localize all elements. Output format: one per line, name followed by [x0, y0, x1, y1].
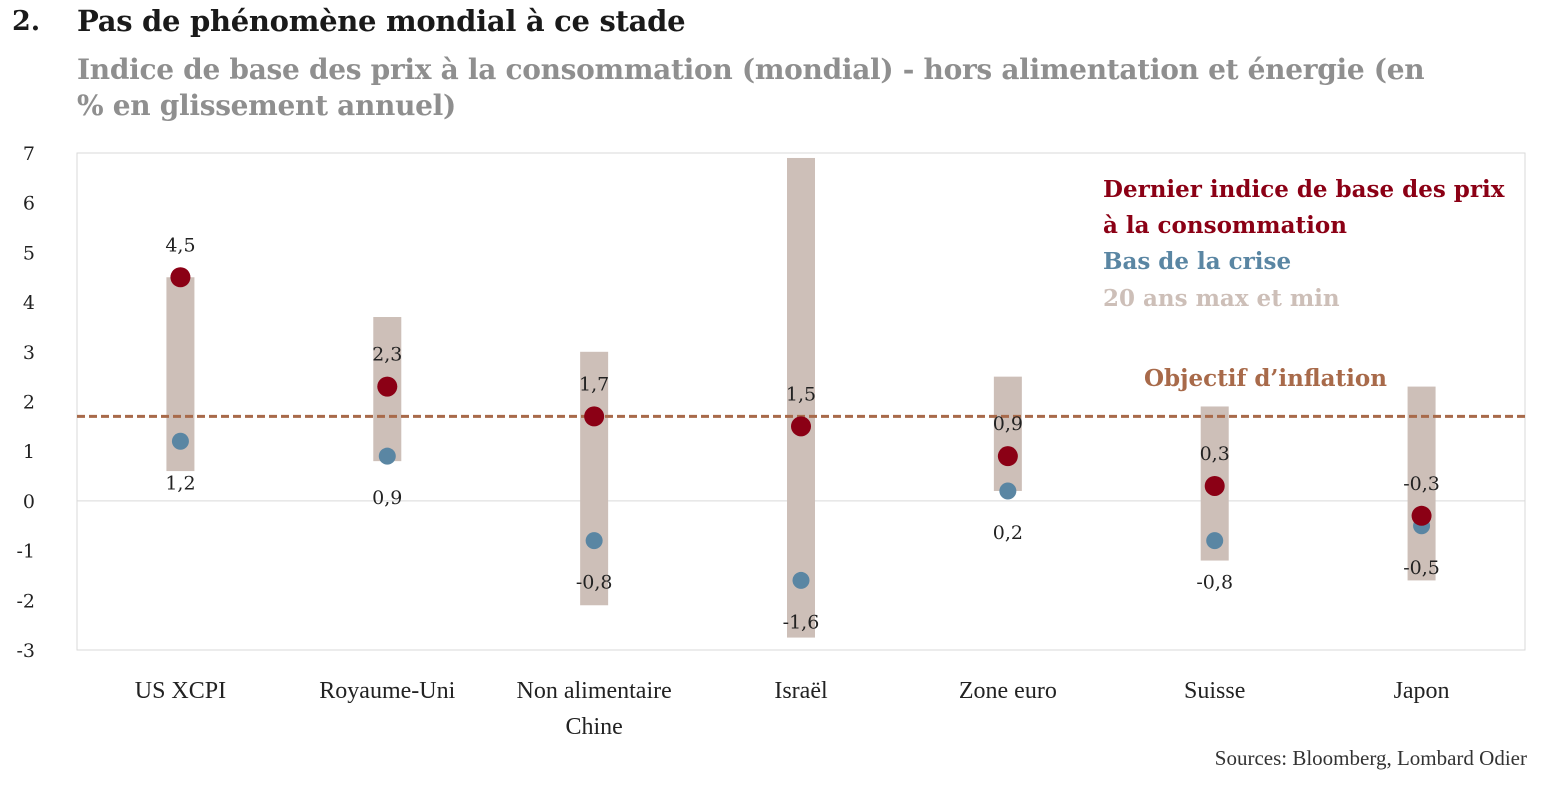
range-bar — [787, 157, 815, 638]
trough-data-label: 0,9 — [372, 487, 402, 509]
range-bar — [1407, 386, 1436, 581]
category-label: Chine — [565, 714, 622, 740]
trough-point — [585, 532, 603, 550]
trough-data-label: -0,8 — [1196, 572, 1233, 594]
current-point — [1411, 505, 1432, 526]
trough-point — [792, 571, 810, 589]
trough-data-label: -0,5 — [1403, 557, 1440, 579]
trough-data-label: 1,2 — [165, 472, 195, 494]
legend-current: à la consommation — [1103, 212, 1347, 239]
legend-current: Dernier indice de base des prix — [1103, 176, 1505, 203]
inflation-target-label: Objectif d’inflation — [1144, 365, 1387, 392]
category-label: Zone euro — [959, 678, 1057, 704]
category-label: Non alimentaire — [517, 678, 672, 704]
current-data-label: 0,9 — [993, 413, 1023, 435]
y-tick-label: -2 — [16, 590, 35, 612]
y-tick-label: 0 — [23, 491, 35, 513]
y-tick-label: -1 — [16, 541, 35, 563]
category-label: Suisse — [1184, 678, 1245, 704]
y-tick-label: 4 — [23, 292, 35, 314]
y-tick-label: 6 — [23, 193, 35, 215]
trough-data-label: -0,8 — [576, 572, 613, 594]
trough-data-label: -1,6 — [783, 611, 820, 633]
category-label: Israël — [774, 678, 828, 704]
current-point — [791, 416, 811, 437]
category-label: Royaume-Uni — [319, 678, 455, 704]
current-point — [997, 446, 1018, 467]
y-tick-label: 5 — [23, 242, 35, 264]
plot-frame — [76, 152, 1526, 651]
current-point — [1204, 475, 1225, 496]
trough-point — [999, 482, 1017, 500]
category-label: Japon — [1394, 678, 1450, 704]
trough-point — [171, 432, 189, 450]
y-tick-label: 3 — [23, 342, 35, 364]
chart-title: Pas de phénomène mondial à ce stade — [77, 4, 686, 38]
current-point — [584, 406, 605, 427]
source-note: Sources: Bloomberg, Lombard Odier — [1214, 746, 1527, 770]
trough-point — [1206, 532, 1224, 550]
current-point — [170, 267, 191, 288]
chart-subtitle: Indice de base des prix à la consommatio… — [77, 53, 1425, 122]
y-tick-label: 7 — [23, 143, 35, 165]
current-data-label: 4,5 — [165, 234, 195, 256]
current-data-label: -0,3 — [1403, 473, 1440, 495]
trough-point — [378, 447, 396, 465]
legend-trough: Bas de la crise — [1103, 248, 1291, 275]
current-data-label: 1,5 — [786, 383, 816, 405]
current-point — [377, 376, 398, 397]
y-tick-label: -3 — [16, 640, 35, 662]
range-bar — [993, 376, 1022, 491]
trough-data-label: 0,2 — [993, 522, 1023, 544]
range-bar — [580, 351, 609, 606]
category-label: US XCPI — [135, 678, 226, 704]
y-tick-label: 2 — [23, 392, 35, 414]
current-data-label: 1,7 — [579, 373, 609, 395]
current-data-label: 0,3 — [1200, 443, 1230, 465]
figure-number: 2. — [12, 6, 41, 37]
legend-range: 20 ans max et min — [1103, 285, 1340, 312]
y-tick-label: 1 — [23, 441, 35, 463]
current-data-label: 2,3 — [372, 344, 402, 366]
